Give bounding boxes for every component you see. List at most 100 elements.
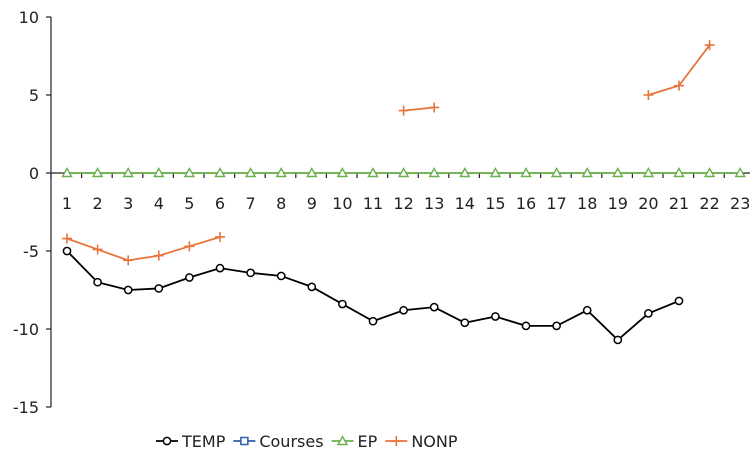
data-point <box>521 321 531 331</box>
x-tick-label: 12 <box>393 194 413 213</box>
data-point <box>215 263 225 273</box>
data-point <box>154 284 164 293</box>
data-point <box>307 282 317 292</box>
x-tick-label: 9 <box>307 194 317 213</box>
data-point <box>61 167 73 178</box>
data-point <box>123 255 134 266</box>
data-point <box>429 302 439 312</box>
x-tick-label: 20 <box>638 194 658 213</box>
x-tick-label: 5 <box>184 194 194 213</box>
data-point <box>368 316 378 326</box>
y-tick-label: -5 <box>23 242 39 261</box>
y-tick-label: 0 <box>29 164 39 183</box>
y-tick-label: -10 <box>13 320 39 339</box>
data-point <box>275 167 287 178</box>
x-tick-label: 10 <box>332 194 352 213</box>
legend-marker <box>162 436 172 446</box>
x-tick-label: 17 <box>546 194 566 213</box>
data-point <box>674 296 684 306</box>
data-point <box>62 233 72 244</box>
series-temp <box>62 246 684 345</box>
data-point <box>276 271 286 281</box>
data-point <box>520 167 532 178</box>
data-point <box>489 167 502 178</box>
legend-item-nonp: NONP <box>385 432 458 451</box>
x-tick-label: 18 <box>577 194 597 213</box>
legend-marker <box>240 436 249 446</box>
data-point <box>428 167 440 178</box>
legend-item-ep: EP <box>331 432 378 451</box>
legend: TEMP Courses EP NONP <box>156 432 458 451</box>
x-tick-label: 4 <box>154 194 164 213</box>
y-axis: 10 5 0 -5 -10 -15 <box>13 8 52 417</box>
data-point <box>429 102 440 113</box>
x-tick-label: 2 <box>93 194 103 213</box>
data-point <box>643 90 654 100</box>
x-tick-label: 13 <box>424 194 444 213</box>
data-point <box>214 167 226 178</box>
data-point <box>674 80 684 91</box>
x-tick-label: 15 <box>485 194 505 213</box>
data-point <box>92 244 103 255</box>
x-tick-label: 1 <box>62 194 72 213</box>
data-point <box>673 167 685 178</box>
x-tick-label: 6 <box>215 194 225 213</box>
legend-marker <box>336 435 349 446</box>
data-point <box>215 231 225 242</box>
data-point <box>306 167 318 178</box>
x-tick-label: 3 <box>123 194 133 213</box>
data-point <box>91 167 104 178</box>
x-tick-label: 7 <box>246 194 256 213</box>
data-point <box>244 167 257 178</box>
data-point <box>613 335 623 345</box>
data-point <box>550 167 563 178</box>
x-tick-label: 21 <box>669 194 689 213</box>
x-tick-label: 22 <box>699 194 719 213</box>
data-point <box>642 167 655 178</box>
data-point <box>184 241 195 252</box>
data-point <box>704 40 715 51</box>
x-tick-label: 19 <box>608 194 628 213</box>
data-point <box>582 305 592 315</box>
data-point <box>460 318 470 328</box>
data-point <box>398 105 409 116</box>
data-point <box>459 167 471 178</box>
series-lines <box>61 40 746 345</box>
legend-marker <box>391 436 402 446</box>
data-point <box>552 321 561 331</box>
data-point <box>581 167 593 178</box>
data-point <box>338 299 347 309</box>
data-point <box>185 273 194 282</box>
data-point <box>491 312 500 321</box>
series-nonp <box>62 40 715 266</box>
data-point <box>153 250 164 261</box>
series-line <box>66 236 221 262</box>
data-point <box>612 167 624 178</box>
data-point <box>703 167 716 178</box>
series-line <box>403 106 435 112</box>
legend-label: Courses <box>259 432 323 451</box>
data-point <box>62 246 72 256</box>
legend-label: NONP <box>411 432 458 451</box>
legend-item-courses: Courses <box>233 432 324 451</box>
series-line <box>66 250 680 342</box>
x-tick-label: 11 <box>363 194 383 213</box>
y-tick-label: 10 <box>19 8 39 27</box>
x-tick-label: 8 <box>276 194 286 213</box>
data-point <box>397 167 410 178</box>
x-tick-label: 23 <box>730 194 750 213</box>
legend-label: EP <box>358 432 378 451</box>
data-point <box>246 268 255 278</box>
y-tick-label: 5 <box>29 86 39 105</box>
x-axis: 1 2 3 4 5 6 7 8 9 10 11 12 13 14 15 16 17 18 19 20 21 22 23 <box>50 172 750 213</box>
data-point <box>93 277 102 287</box>
x-tick-label: 14 <box>455 194 475 213</box>
data-point <box>367 167 379 178</box>
data-point <box>644 309 653 318</box>
x-tick-label: 16 <box>516 194 536 213</box>
legend-item-temp: TEMP <box>156 432 226 451</box>
data-point <box>153 167 165 178</box>
legend-label: TEMP <box>181 432 226 451</box>
data-point <box>734 167 746 178</box>
